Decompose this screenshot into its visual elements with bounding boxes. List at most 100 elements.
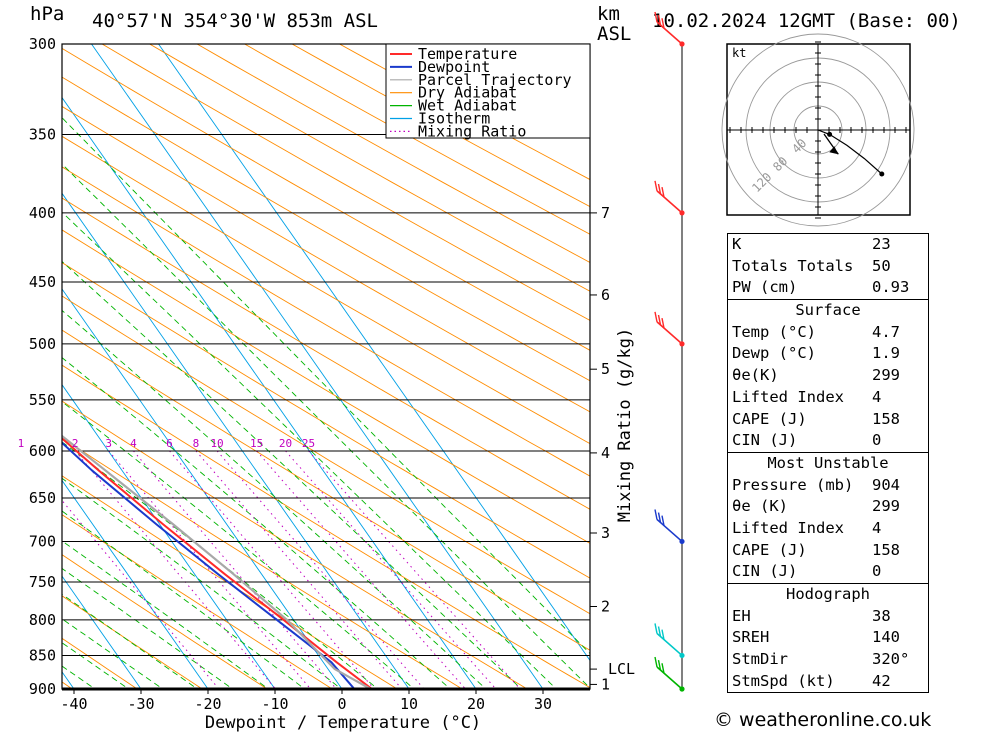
legend-entry: Parcel Trajectory bbox=[418, 71, 572, 89]
indices-section: K 23 Totals Totals 50 PW (cm) 0.93 bbox=[728, 234, 928, 299]
pressure-tick-label: 450 bbox=[29, 273, 56, 291]
wind-profile bbox=[654, 11, 685, 692]
mixing-ratio-line bbox=[74, 450, 276, 689]
stats-value: 904 bbox=[872, 475, 900, 494]
stats-label: θe (K) bbox=[732, 497, 788, 516]
profile-series bbox=[62, 434, 374, 689]
pressure-tick-label: 750 bbox=[29, 573, 56, 591]
dry-adiabat-line bbox=[62, 329, 590, 651]
wet-adiabat-line bbox=[62, 211, 557, 689]
height-tick-label: 2 bbox=[601, 597, 610, 615]
stats-label: EH bbox=[732, 606, 751, 625]
wind-level-dot bbox=[679, 686, 685, 692]
stats-row: Temp (°C) 4.7 bbox=[728, 322, 928, 344]
wind-barb-flag bbox=[654, 11, 658, 23]
pressure-unit-label: hPa bbox=[30, 3, 64, 25]
x-axis-label: Dewpoint / Temperature (°C) bbox=[205, 713, 481, 733]
stats-value: 4 bbox=[872, 387, 882, 406]
temperature-tick-label: -40 bbox=[60, 695, 87, 713]
surface-section: Surface Temp (°C) 4.7 Dewp (°C) 1.9 θe(K) 2… bbox=[728, 299, 928, 452]
stats-label: StmSpd (kt) bbox=[732, 671, 835, 690]
wet-adiabat-line bbox=[62, 117, 590, 655]
wet-adiabat-line bbox=[62, 357, 451, 689]
storm-motion-arrowhead bbox=[829, 146, 839, 155]
location-title: 40°57'N 354°30'W 853m ASL bbox=[92, 10, 378, 32]
wet-adiabat-line bbox=[62, 593, 199, 689]
stats-value: 299 bbox=[872, 366, 900, 385]
hodograph-unit-label: kt bbox=[732, 46, 746, 60]
wind-barb-flag bbox=[654, 509, 658, 520]
wind-barb-staff bbox=[656, 190, 683, 214]
stats-value: 50 bbox=[872, 256, 891, 275]
stats-row-totals: Totals Totals 50 bbox=[728, 256, 928, 278]
wind-barb-flag bbox=[657, 314, 662, 326]
wind-level-dot bbox=[679, 538, 685, 545]
stats-row: EH 38 bbox=[728, 606, 928, 628]
wind-level-dot bbox=[679, 652, 685, 659]
wind-barb-flag bbox=[654, 311, 658, 323]
stats-value: 158 bbox=[872, 540, 900, 559]
hodograph-heading: Hodograph bbox=[786, 585, 870, 603]
temperature-tick-label: -30 bbox=[127, 695, 154, 713]
stats-row: Pressure (mb) 904 bbox=[728, 475, 928, 497]
isotherm-line bbox=[62, 192, 410, 689]
datetime-title: 10.02.2024 12GMT (Base: 00) bbox=[652, 10, 961, 32]
wind-barb-flag bbox=[657, 14, 662, 26]
pressure-tick-label: 500 bbox=[29, 335, 56, 353]
wind-barb-flag bbox=[654, 623, 658, 634]
temperature-tick-label: -20 bbox=[194, 695, 221, 713]
series-line-dewpoint bbox=[62, 441, 356, 689]
stats-label: Lifted Index bbox=[732, 387, 844, 406]
stats-value: 38 bbox=[872, 606, 891, 625]
pressure-tick-label: 350 bbox=[29, 126, 56, 144]
series-line-parcel-trajectory bbox=[62, 434, 373, 689]
legend-box bbox=[385, 43, 591, 139]
footer-copyright[interactable]: © weatheronline.co.uk bbox=[714, 709, 932, 731]
height-tick-label: 1 bbox=[601, 675, 610, 693]
wind-barb-staff bbox=[656, 518, 683, 543]
dry-adiabat-line bbox=[62, 475, 398, 689]
hodograph-ring bbox=[721, 33, 915, 227]
stats-value: 320° bbox=[872, 650, 910, 669]
stats-row-k: K 23 bbox=[728, 234, 928, 256]
stats-label: CAPE (J) bbox=[732, 540, 807, 559]
stats-value: 158 bbox=[872, 409, 900, 428]
mixing-ratio-label: 4 bbox=[130, 437, 137, 450]
plot-frame bbox=[61, 43, 591, 690]
wind-barb-flag bbox=[661, 18, 665, 29]
pressure-tick-label: 600 bbox=[29, 442, 56, 460]
stats-label: Temp (°C) bbox=[732, 322, 816, 341]
stats-value: 4 bbox=[872, 518, 882, 537]
legend-entry: Wet Adiabat bbox=[418, 97, 517, 115]
hodograph-point bbox=[879, 171, 885, 177]
km-unit-label: km bbox=[597, 3, 620, 25]
mixing-ratio-axis-label: Mixing Ratio (g/kg) bbox=[615, 328, 635, 522]
wind-barb-staff bbox=[656, 632, 683, 657]
pressure-tick-label: 700 bbox=[29, 532, 56, 550]
stats-label: PW (cm) bbox=[732, 278, 798, 297]
wind-barb-staff bbox=[656, 21, 683, 45]
wet-adiabat-line bbox=[62, 401, 415, 689]
dry-adiabat-line bbox=[62, 400, 528, 689]
pressure-grid-lines bbox=[62, 44, 590, 689]
wind-barb-flag bbox=[657, 626, 662, 637]
wind-barb-flag bbox=[654, 656, 658, 668]
stats-label: K bbox=[732, 235, 742, 253]
stats-label: θe(K) bbox=[732, 366, 779, 385]
stats-value: 0 bbox=[872, 431, 882, 450]
hodograph-section: Hodograph EH 38 SREH 140 StmDir 320° StmSpd… bbox=[728, 583, 928, 692]
mixing-ratio-label: 3 bbox=[105, 437, 112, 450]
stats-label: CAPE (J) bbox=[732, 409, 807, 428]
wind-barb-flag bbox=[661, 317, 665, 329]
wind-barb-staff bbox=[656, 321, 683, 345]
wind-barb-flag bbox=[657, 183, 662, 195]
dry-adiabat-line bbox=[62, 364, 590, 689]
height-tick-label: 3 bbox=[601, 524, 610, 542]
stats-value: 23 bbox=[872, 235, 891, 253]
mixing-ratio-line bbox=[108, 450, 311, 689]
wet-adiabat-line bbox=[62, 441, 379, 689]
stats-value: 1.9 bbox=[872, 344, 900, 363]
stats-label: SREH bbox=[732, 628, 770, 647]
